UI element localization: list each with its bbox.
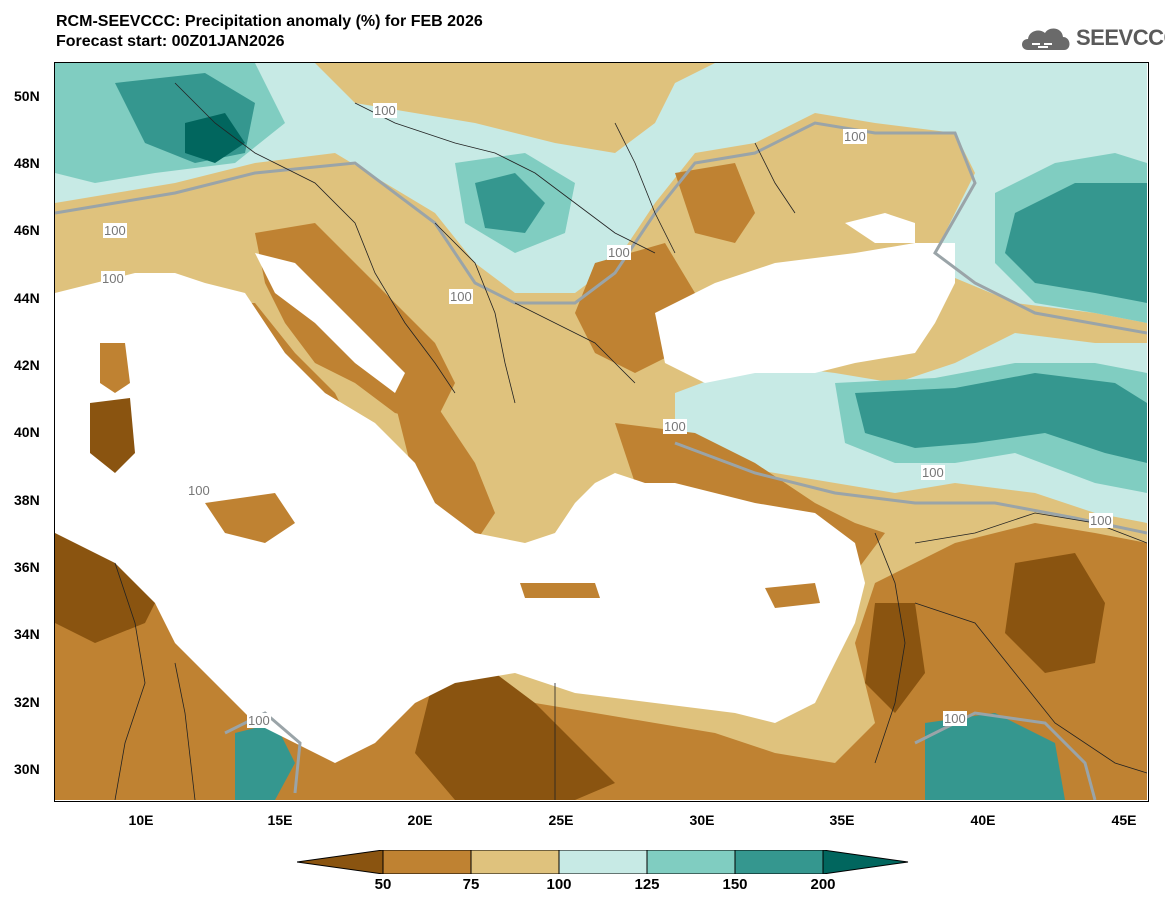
colorbar-tick-50: 50: [374, 876, 392, 893]
very-wet-zone-russia: [1005, 183, 1147, 303]
colorbar-segment-75-100: [470, 850, 560, 874]
very-dry-zone-libya: [415, 673, 615, 800]
lon-label-35e: 35E: [829, 812, 855, 828]
chart-title: RCM-SEEVCCC: Precipitation anomaly (%) f…: [56, 13, 483, 30]
colorbar-segment-over-200: [822, 850, 909, 874]
crete: [520, 583, 600, 598]
cyprus: [765, 583, 820, 608]
contour-label: 100: [663, 419, 687, 434]
cloud-icon: [1022, 28, 1070, 50]
colorbar-tick-75: 75: [462, 876, 480, 893]
contour-label: 100: [1089, 513, 1113, 528]
lat-label-42n: 42N: [14, 357, 40, 373]
contour-label: 100: [921, 465, 945, 480]
sea-of-azov: [845, 213, 915, 243]
lat-label-46n: 46N: [14, 222, 40, 238]
wet-zone-arabia: [925, 713, 1065, 800]
sicily: [205, 493, 295, 543]
dry-zone-moldova: [675, 163, 755, 243]
lon-label-10e: 10E: [128, 812, 154, 828]
lon-label-25e: 25E: [548, 812, 574, 828]
colorbar-tick-100: 100: [546, 876, 572, 893]
lon-label-45e: 45E: [1111, 812, 1137, 828]
colorbar-segment-under-50: [297, 850, 384, 874]
contour-label: 100: [247, 713, 271, 728]
contour-label: 100: [103, 223, 127, 238]
lon-label-40e: 40E: [970, 812, 996, 828]
corsica: [100, 343, 130, 393]
very-dry-zone-iraq: [1005, 553, 1105, 673]
colorbar-segment-50-75: [382, 850, 472, 874]
lat-label-40n: 40N: [14, 424, 40, 440]
contour-100-libya: [224, 711, 302, 794]
contour-100-anatolia: [674, 441, 1148, 535]
seevccc-logo: SEEVCCC: [1018, 22, 1165, 56]
colorbar-tick-150: 150: [722, 876, 748, 893]
precipitation-anomaly-map: 100 100 100 100 100 100 100 100 100 100 …: [54, 62, 1149, 802]
colorbar-tick-125: 125: [634, 876, 660, 893]
extreme-wet-zone-germany: [185, 113, 245, 163]
contour-label: 100: [101, 271, 125, 286]
contour-label: 100: [607, 245, 631, 260]
contour-label: 100: [449, 289, 473, 304]
country-borders: [114, 82, 1148, 801]
lon-label-15e: 15E: [267, 812, 293, 828]
colorbar-tick-200: 200: [810, 876, 836, 893]
contour-label: 100: [943, 711, 967, 726]
contour-label: 100: [187, 483, 211, 498]
colorbar: [297, 850, 909, 874]
contour-label: 100: [373, 103, 397, 118]
lat-label-36n: 36N: [14, 559, 40, 575]
lat-label-32n: 32N: [14, 694, 40, 710]
colorbar-segment-150-200: [734, 850, 824, 874]
colorbar-segment-100-125: [558, 850, 648, 874]
wet-zone-libya: [235, 723, 295, 800]
map-canvas: [55, 63, 1148, 801]
lat-label-38n: 38N: [14, 492, 40, 508]
colorbar-segment-125-150: [646, 850, 736, 874]
logo-text: SEEVCCC: [1076, 25, 1165, 50]
adriatic-sea: [255, 253, 405, 393]
lat-label-50n: 50N: [14, 88, 40, 104]
sardinia: [90, 398, 135, 473]
mediterranean-sea: [55, 273, 865, 763]
wet-zone-north: [55, 63, 1147, 323]
lat-label-48n: 48N: [14, 155, 40, 171]
black-sea: [655, 243, 955, 383]
lat-label-34n: 34N: [14, 626, 40, 642]
lat-label-30n: 30N: [14, 761, 40, 777]
lat-label-44n: 44N: [14, 290, 40, 306]
dry-zone-greece: [395, 403, 495, 543]
lon-label-20e: 20E: [407, 812, 433, 828]
contour-label: 100: [843, 129, 867, 144]
very-dry-zone-levant: [865, 603, 925, 713]
very-wet-zone-caucasus: [855, 373, 1147, 463]
forecast-start-label: Forecast start: 00Z01JAN2026: [56, 33, 285, 50]
very-wet-zone-carpathians: [475, 173, 545, 233]
lon-label-30e: 30E: [689, 812, 715, 828]
